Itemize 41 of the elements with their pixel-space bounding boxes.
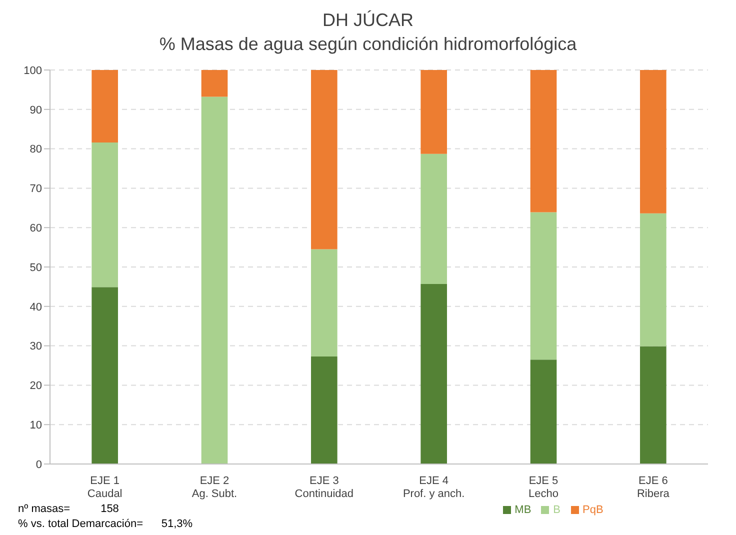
bar — [420, 284, 447, 464]
x-tick-label: EJE 5 Lecho — [528, 475, 558, 500]
legend-label: PqB — [582, 504, 604, 516]
bar — [201, 96, 228, 464]
y-tick-label: 10 — [30, 420, 42, 432]
x-tick-label: EJE 3 Continuidad — [294, 475, 354, 500]
x-tick-label: EJE 4 Prof. y anch. — [402, 475, 465, 500]
legend-label: B — [553, 504, 561, 516]
legend-label: MB — [514, 504, 532, 516]
bar — [311, 70, 338, 250]
x-tick-label: EJE 2 Ag. Subt. — [192, 475, 238, 500]
x-tick-label: EJE 1 Caudal — [87, 475, 122, 500]
text: % vs. total Demarcación= 51,3% — [18, 517, 193, 532]
bar — [311, 249, 338, 356]
y-tick-label: 70 — [30, 183, 42, 196]
x-tick-label: EJE 6 Ribera — [636, 475, 670, 500]
chart-title: DH JÚCAR — [321, 9, 414, 32]
bar — [640, 70, 666, 214]
bar — [311, 356, 338, 464]
y-tick-label: 40 — [30, 301, 42, 314]
bar — [201, 70, 228, 97]
text: nº masas= 158 — [18, 502, 120, 517]
y-tick-label: 60 — [30, 222, 42, 235]
bar — [640, 213, 666, 346]
bar — [530, 360, 557, 464]
y-tick-label: 50 — [30, 262, 42, 274]
y-tick-label: 100 — [24, 64, 42, 77]
bar — [530, 70, 557, 212]
chart-subtitle: % Masas de agua según condición hidromorfológica — [158, 33, 578, 56]
bar — [92, 142, 118, 288]
bar — [530, 212, 557, 360]
y-tick-label: 80 — [30, 144, 42, 156]
bar — [640, 346, 666, 464]
y-tick-label: 20 — [30, 380, 42, 392]
y-tick-label: 30 — [30, 340, 42, 353]
bar — [92, 287, 118, 464]
bar — [92, 70, 118, 142]
y-tick-label: 90 — [30, 104, 42, 116]
bar — [420, 154, 447, 284]
bar — [420, 70, 447, 154]
y-tick-label: 0 — [36, 458, 42, 471]
